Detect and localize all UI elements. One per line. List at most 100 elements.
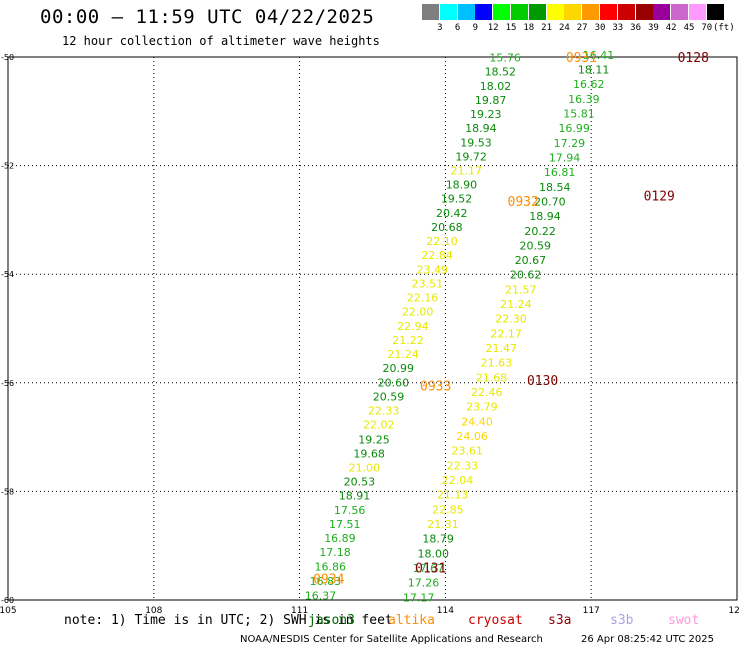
wave-height-point: 17.67 <box>413 562 445 575</box>
x-tick-label: 105 <box>0 606 17 616</box>
wave-height-point: 19.52 <box>441 193 473 206</box>
wave-height-point: 18.54 <box>539 181 571 194</box>
wave-height-point: 21.31 <box>427 518 459 531</box>
wave-height-point: 22.30 <box>495 313 527 326</box>
wave-height-point: 16.86 <box>314 560 346 573</box>
legend-tick-label: 27 <box>576 23 588 33</box>
legend-tick-label: 15 <box>505 23 517 33</box>
pass-time-label: 0934 <box>313 572 344 587</box>
wave-height-point: 17.51 <box>329 518 361 531</box>
chart-title: 00:00 – 11:59 UTC 04/22/2025 <box>40 6 375 28</box>
x-tick-label: 111 <box>291 606 308 616</box>
legend-swatch <box>511 4 528 20</box>
pass-time-label: 0131 <box>415 561 446 576</box>
legend-swatch <box>439 4 457 20</box>
wave-height-point: 21.22 <box>392 334 424 347</box>
legend-swatch <box>689 4 706 20</box>
wave-height-point: 22.04 <box>442 474 474 487</box>
wave-height-point: 17.17 <box>403 591 435 604</box>
satellite-label-cryosat: cryosat <box>468 613 523 628</box>
wave-height-point: 16.39 <box>568 93 600 106</box>
wave-height-point: 16.89 <box>324 532 356 545</box>
wave-height-point: 17.18 <box>319 546 351 559</box>
wave-height-point: 24.40 <box>461 415 493 428</box>
wave-height-point: 18.11 <box>578 63 610 76</box>
wave-height-point: 21.57 <box>505 283 537 296</box>
wave-height-point: 20.68 <box>431 221 463 234</box>
wave-height-point: 16.83 <box>310 575 342 588</box>
y-tick-label: -58 <box>1 487 14 496</box>
legend-tick-label: 12 <box>487 23 499 33</box>
y-tick-label: -52 <box>1 162 14 171</box>
wave-height-point: 22.94 <box>397 320 429 333</box>
wave-height-point: 17.26 <box>408 577 440 590</box>
wave-height-point: 22.00 <box>402 306 434 319</box>
wave-height-point: 18.94 <box>529 210 561 223</box>
legend-tick-label: 30 <box>594 23 606 33</box>
wave-height-point: 20.22 <box>524 225 556 238</box>
legend-tick-label: 6 <box>454 23 461 33</box>
wave-height-point: 18.79 <box>422 533 454 546</box>
wave-height-point: 16.62 <box>573 78 605 91</box>
legend-swatch <box>671 4 689 20</box>
wave-height-point: 19.68 <box>353 447 385 460</box>
wave-height-point: 15.76 <box>489 52 521 65</box>
wave-height-point: 22.10 <box>426 235 458 248</box>
wave-height-point: 22.84 <box>421 249 453 262</box>
wave-height-point: 15.81 <box>563 107 595 120</box>
legend-swatch <box>600 4 617 20</box>
legend-tick-label: 33 <box>612 23 624 33</box>
plot-frame <box>7 56 738 601</box>
wave-height-point: 16.37 <box>305 590 337 603</box>
wave-height-point: 21.47 <box>486 342 518 355</box>
legend-tick-label: 42 <box>665 23 677 33</box>
wave-height-point: 18.90 <box>446 179 478 192</box>
wave-height-point: 19.87 <box>475 94 507 107</box>
legend-tick-label: 45 <box>683 23 695 33</box>
wave-height-point: 21.24 <box>500 298 532 311</box>
legend-swatch <box>706 4 724 20</box>
wave-height-point: 19.25 <box>358 433 390 446</box>
legend-swatch <box>528 4 546 20</box>
wave-height-point: 24.06 <box>456 430 488 443</box>
legend-tick-label: 70 <box>701 23 713 33</box>
satellite-label-s3a: s3a <box>548 613 572 628</box>
wave-height-point: 18.94 <box>465 122 497 135</box>
pass-time-label: 0130 <box>527 374 558 389</box>
legend-swatch <box>635 4 653 20</box>
legend-swatch <box>457 4 475 20</box>
wave-height-point: 19.53 <box>460 136 492 149</box>
wave-height-point: 16.99 <box>558 122 590 135</box>
y-tick-label: -60 <box>1 596 14 605</box>
x-tick-label: 114 <box>437 606 454 616</box>
y-tick-label: -50 <box>1 53 14 62</box>
wave-height-point: 20.60 <box>378 376 410 389</box>
wave-height-point: 21.24 <box>387 348 419 361</box>
wave-height-point: 20.99 <box>383 362 415 375</box>
wave-height-point: 22.33 <box>368 404 400 417</box>
wave-height-point: 19.23 <box>470 108 502 121</box>
wave-height-point: 22.16 <box>407 292 439 305</box>
pass-time-label: 0931 <box>566 51 597 66</box>
chart-subtitle: 12 hour collection of altimeter wave hei… <box>62 34 380 48</box>
satellite-label-altika: altika <box>388 613 435 628</box>
wave-height-point: 21.68 <box>476 371 508 384</box>
wave-height-point: 20.59 <box>520 239 552 252</box>
wave-height-point: 17.56 <box>334 504 366 517</box>
wave-height-point: 22.46 <box>471 386 503 399</box>
legend-swatch <box>546 4 564 20</box>
generated-timestamp: 26 Apr 08:25:42 UTC 2025 <box>581 634 714 645</box>
wave-height-point: 16.41 <box>583 49 615 62</box>
wave-height-point: 22.85 <box>432 503 464 516</box>
wave-height-point: 22.17 <box>490 327 522 340</box>
legend-unit: (ft) <box>712 23 735 33</box>
wave-height-point: 21.63 <box>481 357 513 370</box>
wave-height-point: 20.62 <box>510 269 542 282</box>
wave-height-point: 21.13 <box>437 489 469 502</box>
legend-tick-label: 24 <box>558 23 570 33</box>
wave-height-point: 21.17 <box>451 164 483 177</box>
legend-swatch <box>617 4 635 20</box>
legend-tick-label: 39 <box>647 23 659 33</box>
x-tick-label: 120 <box>728 606 740 616</box>
